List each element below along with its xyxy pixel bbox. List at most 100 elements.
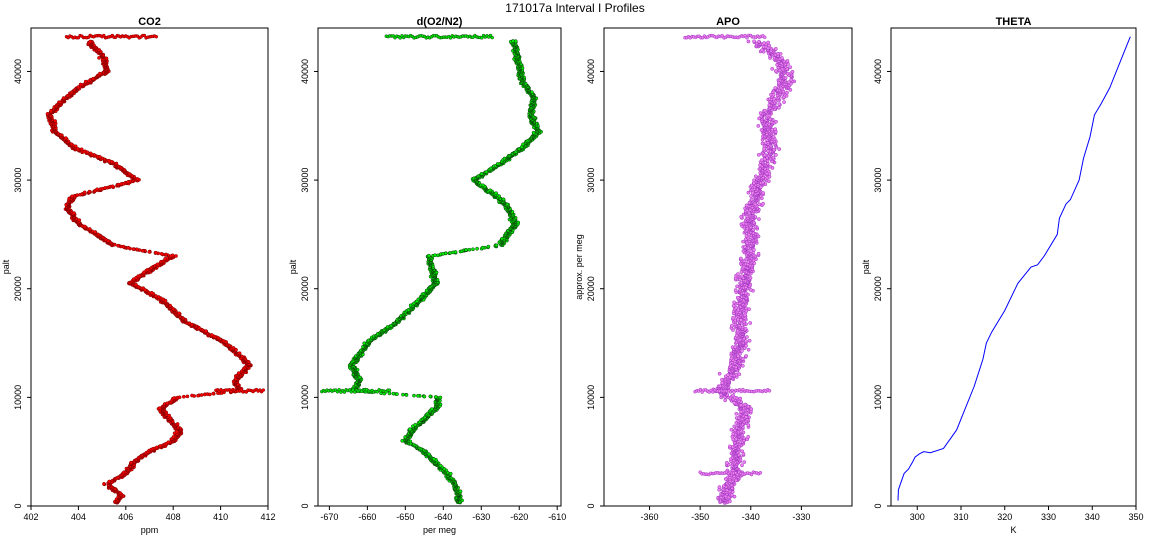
o2n2-data-point (433, 253, 437, 258)
co2-data-point (181, 394, 186, 399)
o2n2-plot-frame (317, 27, 562, 507)
o2n2-data-point (494, 191, 498, 196)
co2-data-point (134, 282, 138, 287)
apo-data-point (728, 444, 732, 449)
apo-plot-frame (603, 27, 853, 507)
apo-data-point (756, 251, 761, 256)
apo-y-tick-label: 20000 (586, 276, 596, 301)
apo-data-point (735, 295, 740, 300)
co2-title: CO2 (138, 16, 161, 28)
apo-data-point (724, 460, 729, 465)
apo-data-point (726, 373, 730, 377)
apo-data-point (749, 194, 753, 198)
apo-data-point (731, 315, 735, 320)
co2-data-point (63, 136, 68, 140)
apo-data-point (752, 178, 756, 183)
co2-data-point (95, 187, 100, 192)
co2-data-point (172, 396, 177, 400)
o2n2-data-point (408, 427, 412, 431)
o2n2-data-point (387, 391, 392, 396)
o2n2-x-tick-label: -660 (358, 512, 376, 522)
co2-y-axis-label: palt (1, 259, 11, 274)
o2n2-x-tick-label: -670 (320, 512, 338, 522)
apo-points (683, 33, 797, 505)
apo-x-tick-label: -350 (691, 512, 709, 522)
co2-data-point (199, 393, 204, 397)
o2n2-data-point (467, 247, 472, 252)
co2-y-tick-label: 10000 (13, 385, 23, 410)
co2-x-tick-label: 402 (23, 512, 38, 522)
o2n2-data-point (413, 422, 418, 427)
apo-data-point (741, 221, 746, 226)
apo-data-point (757, 202, 762, 207)
apo-data-point (743, 402, 748, 407)
apo-data-point (732, 300, 736, 305)
co2-data-point (190, 393, 194, 398)
co2-data-point (177, 311, 181, 316)
o2n2-data-point (443, 251, 448, 256)
o2n2-data-point (416, 393, 420, 398)
co2-data-point (87, 227, 92, 231)
co2-data-point (83, 79, 88, 84)
apo-data-point (731, 393, 735, 398)
co2-data-point (170, 253, 175, 258)
apo-data-point (761, 201, 765, 206)
o2n2-data-point (480, 245, 485, 250)
apo-data-point (729, 427, 734, 432)
o2n2-panel: d(O2/N2)-670 -660 -650 -640 -630 -620 -6100100… (288, 16, 566, 535)
apo-y-tick-label: 30000 (586, 168, 596, 193)
apo-data-point (717, 485, 722, 489)
o2n2-data-point (479, 172, 484, 176)
apo-data-point (717, 371, 722, 376)
apo-data-point (748, 288, 753, 292)
apo-data-point (735, 284, 739, 289)
apo-y-tick-label: 0 (586, 503, 596, 508)
o2n2-y-tick-label: 20000 (300, 276, 310, 301)
co2-data-point (79, 147, 84, 152)
co2-data-point (177, 395, 182, 400)
co2-band-point (261, 388, 266, 392)
apo-y-tick-label: 10000 (586, 385, 596, 410)
apo-data-point (746, 347, 751, 352)
apo-data-point (729, 356, 734, 361)
apo-data-point (734, 411, 739, 416)
co2-data-point (175, 422, 180, 426)
co2-data-point (164, 252, 168, 257)
co2-data-point (196, 393, 200, 398)
apo-data-point (740, 463, 744, 468)
apo-data-point (741, 239, 745, 244)
co2-data-point (209, 333, 214, 337)
co2-y-tick-label: 30000 (13, 168, 23, 193)
apo-data-point (736, 272, 740, 276)
o2n2-data-point (458, 489, 463, 494)
o2n2-data-point (438, 395, 443, 400)
apo-data-point (728, 499, 732, 504)
o2n2-data-point (395, 392, 399, 396)
co2-data-point (154, 250, 158, 255)
o2n2-data-point (475, 246, 479, 251)
o2n2-x-axis-label: per meg (423, 525, 456, 535)
apo-data-point (757, 217, 761, 221)
co2-data-point (98, 71, 102, 76)
o2n2-data-point (422, 394, 427, 399)
apo-data-point (746, 434, 751, 439)
apo-data-point (744, 203, 749, 208)
co2-y-tick-label: 40000 (13, 59, 23, 84)
o2n2-data-point (412, 393, 416, 398)
co2-points (45, 33, 266, 505)
apo-data-point (744, 354, 748, 358)
apo-data-point (742, 460, 747, 464)
co2-data-point (237, 351, 242, 356)
co2-data-point (211, 391, 216, 396)
o2n2-x-tick-label: -630 (472, 512, 490, 522)
apo-data-point (743, 326, 748, 331)
o2n2-data-point (531, 130, 536, 135)
apo-data-point (759, 128, 764, 132)
o2n2-data-point (362, 341, 367, 346)
apo-x-tick-label: -340 (742, 512, 760, 522)
apo-data-point (774, 153, 778, 157)
co2-x-tick-label: 404 (71, 512, 86, 522)
o2n2-band-point (490, 35, 494, 40)
co2-data-point (77, 218, 82, 222)
co2-data-point (93, 230, 98, 234)
